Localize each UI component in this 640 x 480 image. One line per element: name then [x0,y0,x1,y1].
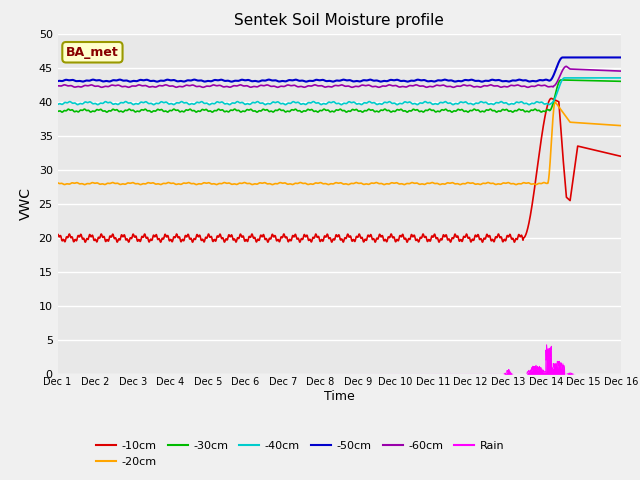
Title: Sentek Soil Moisture profile: Sentek Soil Moisture profile [234,13,444,28]
X-axis label: Time: Time [324,390,355,403]
Text: BA_met: BA_met [66,46,119,59]
Y-axis label: VWC: VWC [19,188,33,220]
